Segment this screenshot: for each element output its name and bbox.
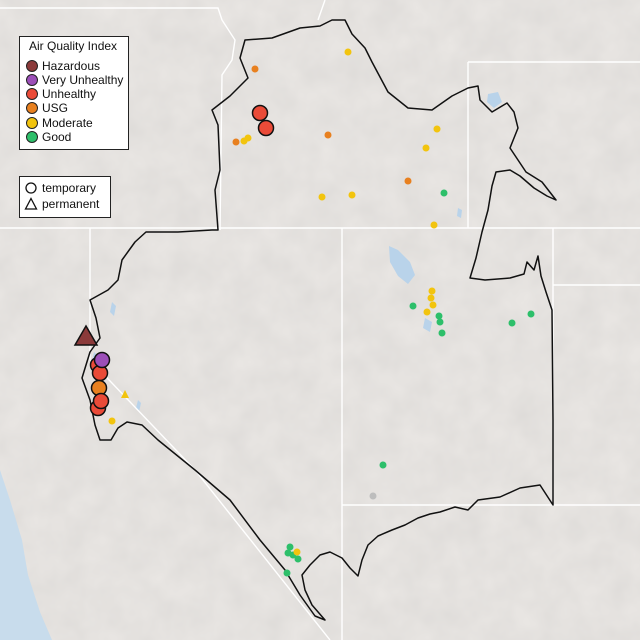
monitor-marker-moderate[interactable] xyxy=(429,301,437,309)
legend-label: Hazardous xyxy=(42,59,101,73)
monitor-marker-moderate[interactable] xyxy=(240,137,248,145)
legend-item-permanent: permanent xyxy=(24,197,99,211)
great-basin-region-boundary xyxy=(81,19,557,621)
monitor-markers[interactable] xyxy=(73,48,535,577)
legend-label: USG xyxy=(42,101,69,115)
monitor-marker-moderate[interactable] xyxy=(423,308,431,316)
monitor-marker-usg[interactable] xyxy=(232,138,240,146)
pyramid-lake xyxy=(110,302,116,316)
legend-item-temporary: temporary xyxy=(24,181,96,195)
legend-item-moderate: Moderate xyxy=(26,116,93,130)
state-border-line xyxy=(0,7,236,231)
monitor-marker-moderate[interactable] xyxy=(427,294,435,302)
monitor-marker-good[interactable] xyxy=(438,329,446,337)
monitor-marker-moderate[interactable] xyxy=(318,193,326,201)
monitor-marker-moderate[interactable] xyxy=(344,48,352,56)
monitor-marker-no-data[interactable] xyxy=(369,492,377,500)
monitor-marker-usg[interactable] xyxy=(251,65,259,73)
monitor-marker-moderate[interactable] xyxy=(428,287,436,295)
bear-lake xyxy=(457,208,462,218)
legend-item-usg: USG xyxy=(26,101,68,115)
monitor-marker-good[interactable] xyxy=(283,569,291,577)
monitor-marker-unhealthy[interactable] xyxy=(251,104,269,122)
monitor-type-legend: temporary permanent xyxy=(19,176,111,218)
very-unhealthy-swatch-icon xyxy=(26,74,38,86)
state-border-line xyxy=(89,228,331,640)
monitor-marker-good[interactable] xyxy=(440,189,448,197)
monitor-marker-unhealthy[interactable] xyxy=(257,119,275,137)
monitor-marker-good[interactable] xyxy=(379,461,387,469)
monitor-marker-good[interactable] xyxy=(409,302,417,310)
monitor-marker-good[interactable] xyxy=(508,319,516,327)
monitor-marker-good[interactable] xyxy=(435,312,443,320)
unhealthy-swatch-icon xyxy=(26,88,38,100)
great-salt-lake xyxy=(389,246,415,284)
legend-label: Good xyxy=(42,130,72,144)
usg-swatch-icon xyxy=(26,102,38,114)
legend-item-good: Good xyxy=(26,130,71,144)
state-border-line xyxy=(317,0,326,21)
monitor-marker-moderate[interactable] xyxy=(422,144,430,152)
monitor-marker-very-unhealthy[interactable] xyxy=(93,351,111,369)
triangle-icon xyxy=(24,197,38,210)
legend-label: Very Unhealthy xyxy=(42,73,124,87)
monitor-marker-good[interactable] xyxy=(527,310,535,318)
monitor-marker-hazardous-permanent[interactable] xyxy=(73,324,99,346)
good-swatch-icon xyxy=(26,131,38,143)
monitor-marker-moderate-permanent[interactable] xyxy=(121,390,129,398)
monitor-marker-unhealthy[interactable] xyxy=(92,392,110,410)
monitor-marker-moderate[interactable] xyxy=(108,417,116,425)
monitor-marker-good[interactable] xyxy=(294,555,302,563)
monitor-marker-moderate[interactable] xyxy=(348,191,356,199)
legend-label: Unhealthy xyxy=(42,87,97,101)
legend-item-unhealthy: Unhealthy xyxy=(26,87,96,101)
monitor-marker-good[interactable] xyxy=(436,318,444,326)
legend-label: Moderate xyxy=(42,116,93,130)
hazardous-swatch-icon xyxy=(26,60,38,72)
legend-label: permanent xyxy=(42,197,100,211)
yellowstone-lake xyxy=(487,92,502,108)
legend-label: temporary xyxy=(42,181,97,195)
legend-item-very-unhealthy: Very Unhealthy xyxy=(26,73,123,87)
legend-item-hazardous: Hazardous xyxy=(26,59,100,73)
pacific-ocean xyxy=(0,470,52,640)
legend-title: Air Quality Index xyxy=(29,39,118,53)
monitor-marker-moderate[interactable] xyxy=(430,221,438,229)
circle-icon xyxy=(25,182,37,194)
monitor-marker-good[interactable] xyxy=(286,543,294,551)
utah-lake xyxy=(423,318,432,332)
monitor-marker-usg[interactable] xyxy=(404,177,412,185)
aqi-legend: Air Quality Index Hazardous Very Unhealt… xyxy=(19,36,129,150)
monitor-marker-usg[interactable] xyxy=(324,131,332,139)
moderate-swatch-icon xyxy=(26,117,38,129)
monitor-marker-moderate[interactable] xyxy=(433,125,441,133)
monitor-marker-moderate[interactable] xyxy=(293,548,301,556)
